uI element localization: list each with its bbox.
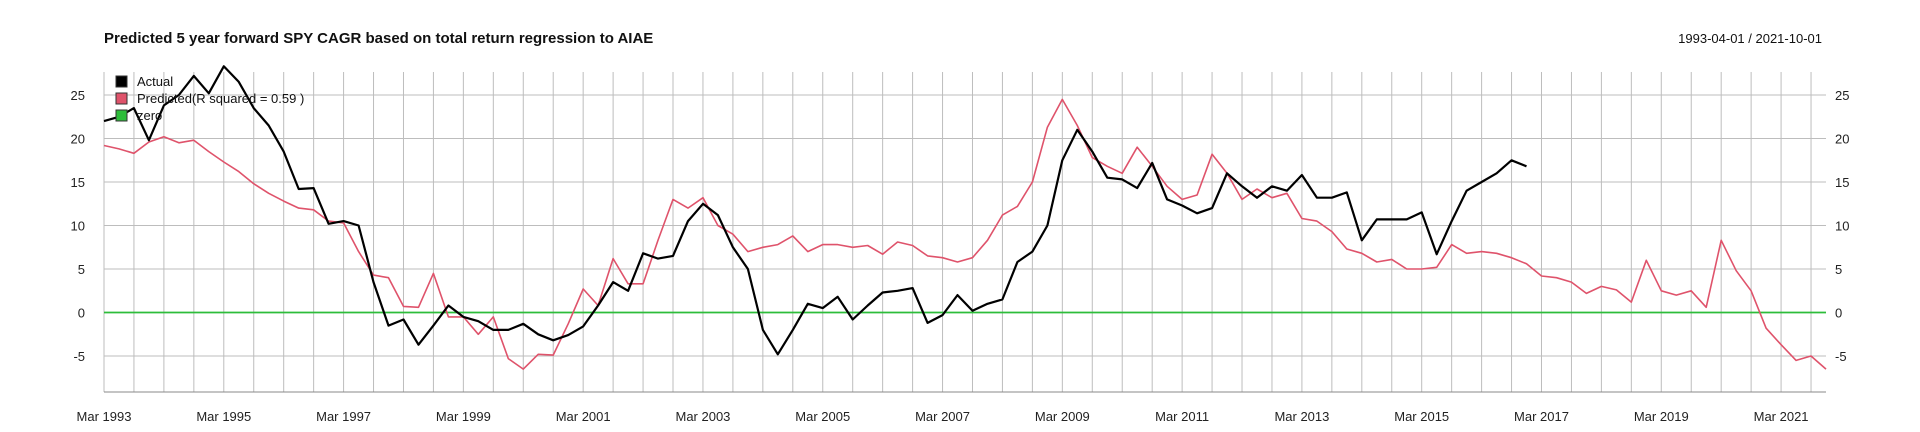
x-tick-label: Mar 2013	[1274, 409, 1329, 424]
y-tick-label-left: 10	[71, 219, 85, 234]
y-tick-label-left: 25	[71, 88, 85, 103]
y-tick-label-right: 15	[1835, 175, 1849, 190]
x-tick-label: Mar 2001	[556, 409, 611, 424]
x-tick-label: Mar 2019	[1634, 409, 1689, 424]
chart-title: Predicted 5 year forward SPY CAGR based …	[104, 30, 654, 47]
y-tick-label-right: 10	[1835, 219, 1849, 234]
date-range-label: 1993-04-01 / 2021-10-01	[1678, 31, 1822, 46]
y-tick-label-right: 20	[1835, 132, 1849, 147]
legend-label: Predicted(R squared = 0.59 )	[137, 91, 304, 106]
x-tick-label: Mar 2007	[915, 409, 970, 424]
y-tick-label-left: 20	[71, 132, 85, 147]
y-tick-label-left: 5	[78, 262, 85, 277]
series-line-actual	[103, 65, 1527, 356]
x-tick-label: Mar 2009	[1035, 409, 1090, 424]
x-tick-label: Mar 2005	[795, 409, 850, 424]
x-tick-label: Mar 2003	[675, 409, 730, 424]
x-tick-label: Mar 1997	[316, 409, 371, 424]
y-tick-label-left: -5	[73, 349, 85, 364]
x-tick-label: Mar 1993	[77, 409, 132, 424]
x-tick-label: Mar 1999	[436, 409, 491, 424]
legend-swatch	[115, 92, 128, 105]
axis-layer: -5 -5 0 0 5 5 10 10 15 15 20 20 25 25 Mar 1993 Mar 1995…	[71, 88, 1850, 424]
y-tick-label-right: 0	[1835, 306, 1842, 321]
legend-swatch	[115, 75, 128, 88]
legend: Actual Predicted(R squared = 0.59 ) zero	[115, 74, 304, 123]
x-tick-label: Mar 2021	[1754, 409, 1809, 424]
y-tick-label-left: 15	[71, 175, 85, 190]
legend-swatch	[115, 109, 128, 122]
y-tick-label-right: 25	[1835, 88, 1849, 103]
series-layer	[103, 65, 1827, 370]
grid-layer	[103, 72, 1826, 392]
y-tick-label-right: 5	[1835, 262, 1842, 277]
series-line-predicted	[103, 98, 1827, 370]
y-tick-label-right: -5	[1835, 349, 1847, 364]
legend-label: Actual	[137, 74, 173, 89]
legend-label: zero	[137, 108, 162, 123]
x-tick-label: Mar 2011	[1155, 409, 1209, 424]
y-tick-label-left: 0	[78, 306, 85, 321]
x-tick-label: Mar 1995	[196, 409, 251, 424]
x-tick-label: Mar 2017	[1514, 409, 1569, 424]
x-tick-label: Mar 2015	[1394, 409, 1449, 424]
